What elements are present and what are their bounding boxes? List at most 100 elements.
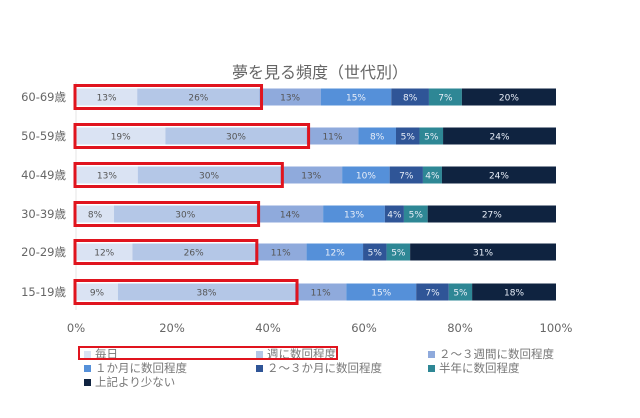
data-label: 8% [88, 211, 103, 221]
data-label: 13% [280, 94, 300, 104]
bar-segment [427, 205, 556, 223]
data-label: 12% [325, 249, 345, 259]
legend-label: ２～３か月に数回程度 [267, 361, 382, 375]
data-label: 5% [409, 211, 424, 221]
y-category-label: 30-39歳 [21, 207, 66, 221]
bar-segment [443, 127, 556, 145]
y-category-label: 20-29歳 [21, 245, 66, 259]
data-label: 24% [490, 133, 510, 143]
highlight-box [73, 201, 261, 227]
bar-segment [306, 127, 359, 145]
bar-segment [422, 166, 442, 184]
legend-item: 週に数回程度 [256, 346, 336, 362]
data-label: 27% [482, 211, 502, 221]
data-label: 11% [271, 249, 291, 259]
data-label: 26% [188, 94, 208, 104]
legend-item: ２～３か月に数回程度 [256, 360, 382, 376]
y-category-label: 50-59歳 [21, 129, 66, 143]
data-label: 5% [424, 133, 439, 143]
data-label: 26% [184, 249, 204, 259]
x-tick-label: 60% [351, 321, 377, 335]
bar-segment [76, 283, 118, 301]
data-label: 13% [97, 172, 117, 182]
bar-segment [323, 205, 385, 223]
highlight-box [73, 123, 311, 149]
data-label: 7% [399, 172, 414, 182]
legend-swatch [84, 365, 91, 372]
data-label: 10% [356, 172, 376, 182]
legend-swatch [84, 379, 91, 386]
bar-segment [416, 283, 449, 301]
bar-segment [254, 243, 307, 261]
bar-segment [280, 166, 343, 184]
bar-segment [76, 243, 133, 261]
bar-segment [391, 88, 429, 106]
legend-label: 上記より少ない [95, 375, 176, 389]
data-label: 30% [175, 211, 195, 221]
bar-segment [346, 283, 417, 301]
data-label: 4% [425, 172, 440, 182]
bar-segment [165, 127, 307, 145]
data-label: 11% [322, 133, 342, 143]
bar-segment [410, 243, 556, 261]
bar-segment [396, 127, 420, 145]
bar-segment [363, 243, 387, 261]
data-label: 4% [387, 211, 402, 221]
legend-item: 半年に数回程度 [428, 360, 520, 376]
highlight-box [73, 84, 264, 110]
bar-segment [472, 283, 556, 301]
bar-segment [386, 243, 411, 261]
x-tick-label: 80% [447, 321, 473, 335]
data-label: 11% [311, 289, 331, 299]
bar-segment [259, 88, 321, 106]
data-label: 7% [438, 94, 453, 104]
bar-segment [384, 205, 404, 223]
x-tick-label: 0% [67, 321, 85, 335]
data-label: 19% [111, 133, 131, 143]
legend-item: 上記より少ない [84, 374, 175, 390]
bar-segment [358, 127, 396, 145]
bar-segment [306, 243, 364, 261]
data-label: 30% [199, 172, 219, 182]
bar-segment [403, 205, 428, 223]
bar-segment [461, 88, 556, 106]
legend-highlight-box [78, 346, 338, 360]
legend-swatch [256, 365, 263, 372]
bar-segment [448, 283, 473, 301]
data-label: 38% [196, 289, 216, 299]
legend-swatch [256, 351, 263, 358]
data-label: 5% [401, 133, 416, 143]
data-label: 24% [489, 172, 509, 182]
bar-segment [132, 243, 255, 261]
data-label: 8% [403, 94, 418, 104]
legend-swatch [84, 351, 91, 358]
data-label: 7% [425, 289, 440, 299]
data-label: 20% [499, 94, 519, 104]
data-label: 18% [504, 289, 524, 299]
legend-swatch [428, 351, 435, 358]
x-tick-label: 20% [159, 321, 185, 335]
bar-segment [342, 166, 390, 184]
bar-segment [76, 88, 138, 106]
data-label: 14% [280, 211, 300, 221]
bar-segment [295, 283, 347, 301]
highlight-box [73, 162, 284, 188]
y-category-label: 15-19歳 [21, 285, 66, 299]
data-label: 9% [90, 289, 105, 299]
data-label: 30% [226, 133, 246, 143]
legend-item: １か月に数回程度 [84, 360, 187, 376]
bar-segment [76, 127, 166, 145]
legend-label: 週に数回程度 [267, 347, 336, 361]
data-label: 13% [344, 211, 364, 221]
y-category-label: 60-69歳 [21, 90, 66, 104]
legend-label: 半年に数回程度 [439, 361, 520, 375]
bar-segment [389, 166, 423, 184]
bar-segment [76, 166, 138, 184]
bar-segment [137, 166, 281, 184]
legend-swatch [428, 365, 435, 372]
data-label: 5% [368, 249, 383, 259]
data-label: 8% [370, 133, 385, 143]
data-label: 15% [371, 289, 391, 299]
